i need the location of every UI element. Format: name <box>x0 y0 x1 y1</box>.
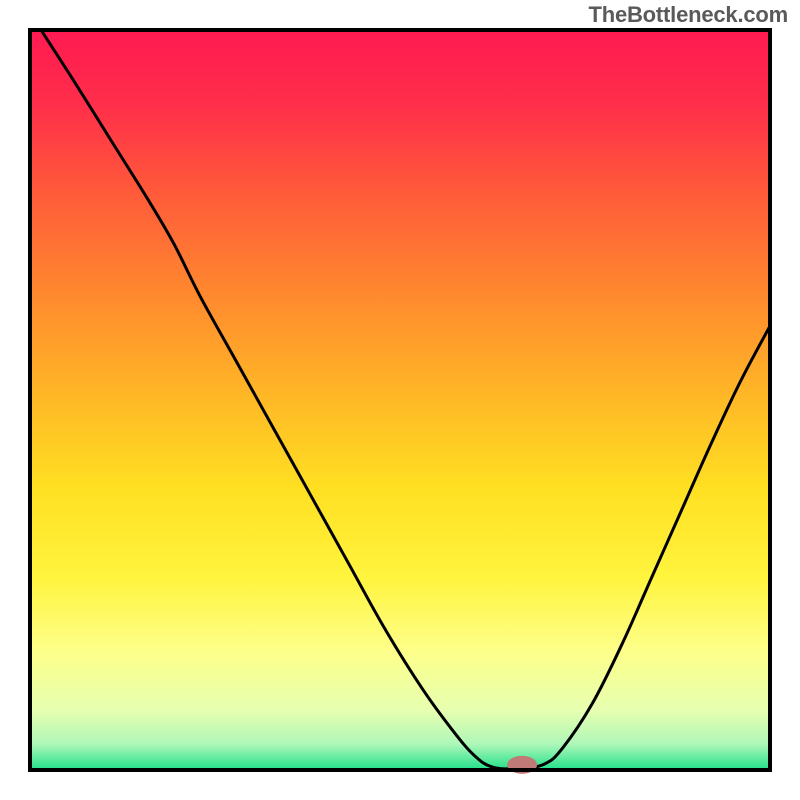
bottleneck-chart <box>0 0 800 800</box>
watermark-text: TheBottleneck.com <box>588 2 788 28</box>
plot-background-gradient <box>30 30 770 770</box>
chart-container: TheBottleneck.com <box>0 0 800 800</box>
